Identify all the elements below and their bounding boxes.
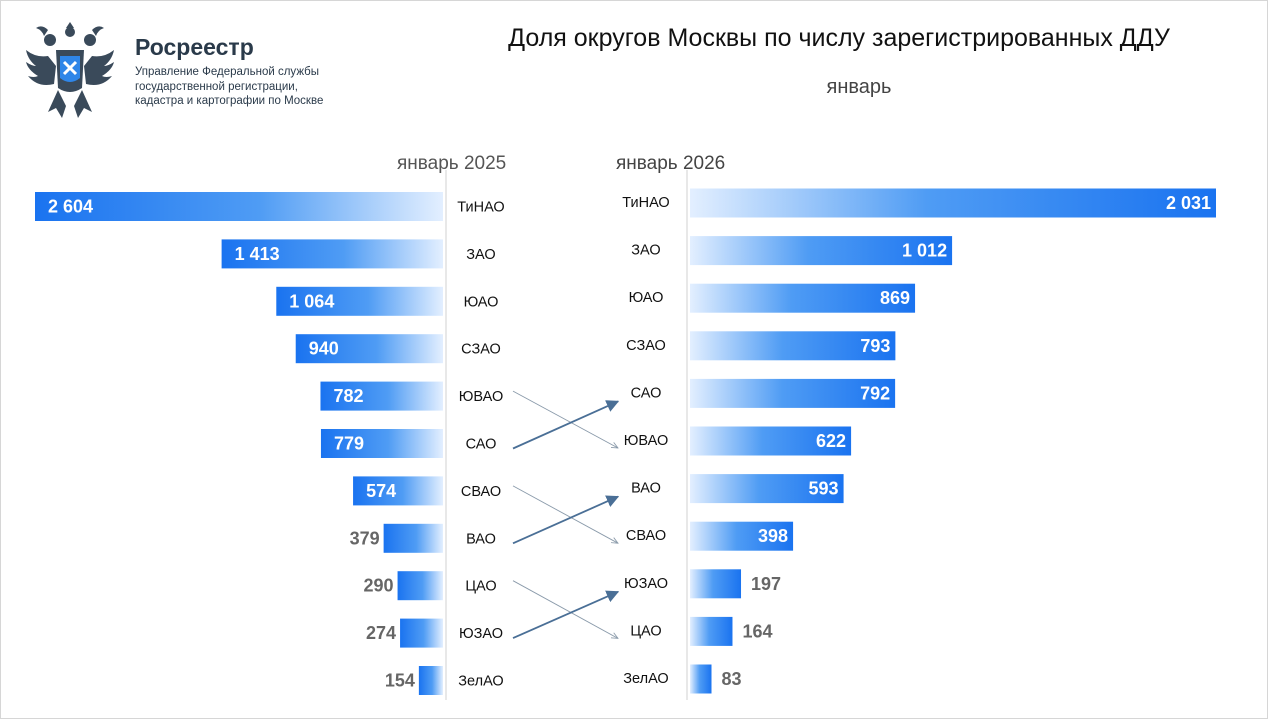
category-label-2025-САО: САО xyxy=(466,437,497,453)
value-label-2026-ЮАО: 869 xyxy=(880,288,910,308)
rank-arrow-ВАО xyxy=(512,495,620,545)
category-label-2025-ЮВАО: ЮВАО xyxy=(459,389,503,405)
bar-2025-СЗАО xyxy=(295,334,443,364)
value-label-2025-ЗелАО: 154 xyxy=(385,671,415,691)
value-label-2025-ЮВАО: 782 xyxy=(333,386,363,406)
bar-2026-ЮВАО xyxy=(690,426,852,456)
bar-2026-СВАО xyxy=(690,521,794,551)
bar-2025-СВАО xyxy=(353,476,443,506)
category-label-2026-ЗАО: ЗАО xyxy=(631,243,660,259)
value-label-2025-СВАО: 574 xyxy=(366,481,396,501)
value-label-2026-СВАО: 398 xyxy=(758,526,788,546)
period-label-2025: январь 2025 xyxy=(397,153,507,174)
bar-2026-СЗАО xyxy=(690,331,896,361)
value-label-2025-ЗАО: 1 413 xyxy=(235,244,280,264)
rank-arrow-ЮВАО xyxy=(512,390,618,448)
value-label-2026-ЗАО: 1 012 xyxy=(902,241,947,261)
bar-2025-ВАО xyxy=(383,523,443,553)
category-label-2026-ТиНАО: ТиНАО xyxy=(622,195,669,211)
category-label-2025-ТиНАО: ТиНАО xyxy=(457,200,504,216)
bar-2026-ТиНАО xyxy=(690,188,1216,218)
category-label-2026-ЗелАО: ЗелАО xyxy=(623,671,668,687)
value-label-2025-ВАО: 379 xyxy=(350,528,380,548)
value-label-2025-СЗАО: 940 xyxy=(309,339,339,359)
org-line-2: государственной регистрации, xyxy=(135,80,298,93)
value-label-2026-ЮЗАО: 197 xyxy=(751,574,781,594)
chart-subtitle: январь xyxy=(826,76,892,98)
value-label-2026-ВАО: 593 xyxy=(809,479,839,499)
bar-2026-ЗелАО xyxy=(690,664,712,694)
value-label-2026-САО: 792 xyxy=(860,383,890,403)
category-label-2025-ЦАО: ЦАО xyxy=(465,579,496,595)
rank-arrow-ЦАО xyxy=(512,580,618,639)
value-label-2026-ЗелАО: 83 xyxy=(721,669,741,689)
value-label-2026-ЦАО: 164 xyxy=(742,621,772,641)
bar-2025-САО xyxy=(320,429,443,458)
value-label-2025-ЮЗАО: 274 xyxy=(366,623,396,643)
category-label-2026-ЦАО: ЦАО xyxy=(630,623,661,639)
category-label-2026-САО: САО xyxy=(631,385,662,401)
category-label-2026-ЮАО: ЮАО xyxy=(629,290,664,306)
chart-title: Доля округов Москвы по числу зарегистрир… xyxy=(508,24,1170,52)
bar-2025-ЮАО xyxy=(276,286,443,316)
bar-2026-ЮАО xyxy=(690,283,916,313)
category-label-2026-ВАО: ВАО xyxy=(631,481,661,497)
value-label-2026-ЮВАО: 622 xyxy=(816,431,846,451)
value-label-2025-ЦАО: 290 xyxy=(364,576,394,596)
category-label-2026-ЮЗАО: ЮЗАО xyxy=(624,576,668,592)
bar-2026-САО xyxy=(690,378,896,408)
rank-arrow-САО xyxy=(512,400,620,450)
category-label-2025-ЗелАО: ЗелАО xyxy=(458,674,503,690)
category-label-2026-СЗАО: СЗАО xyxy=(626,338,666,354)
value-label-2026-ТиНАО: 2 031 xyxy=(1166,193,1211,213)
value-label-2025-ЮАО: 1 064 xyxy=(289,291,334,311)
category-label-2026-СВАО: СВАО xyxy=(626,528,666,544)
value-label-2025-ТиНАО: 2 604 xyxy=(48,197,93,217)
bar-2026-ЦАО xyxy=(690,616,733,646)
category-label-2026-ЮВАО: ЮВАО xyxy=(624,433,668,449)
bar-2025-ЮЗАО xyxy=(400,618,443,648)
category-label-2025-ЗАО: ЗАО xyxy=(466,247,495,263)
category-label-2025-СВАО: СВАО xyxy=(461,484,501,500)
bar-2025-ЮВАО xyxy=(320,381,443,411)
rank-arrow-ЮЗАО xyxy=(512,590,620,639)
organization-name: Управление Федеральной службы государств… xyxy=(135,65,323,109)
bar-2025-ТиНАО xyxy=(35,192,443,221)
bar-2025-ЦАО xyxy=(397,571,443,601)
bar-2025-ЗелАО xyxy=(418,666,443,695)
rosreestr-eagle-icon xyxy=(26,22,114,118)
bar-2026-ЮЗАО xyxy=(690,569,742,599)
category-label-2025-СЗАО: СЗАО xyxy=(461,342,501,358)
brand-name: Росреестр xyxy=(135,34,254,60)
category-label-2025-ЮЗАО: ЮЗАО xyxy=(459,626,503,642)
value-label-2025-САО: 779 xyxy=(334,434,364,454)
category-label-2025-ЮАО: ЮАО xyxy=(464,294,499,310)
org-line-3: кадастра и картографии по Москве xyxy=(135,95,324,108)
bar-2026-ЗАО xyxy=(690,236,953,266)
org-line-1: Управление Федеральной службы xyxy=(135,66,319,78)
period-label-2026: январь 2026 xyxy=(616,153,726,174)
category-label-2025-ВАО: ВАО xyxy=(466,531,496,547)
bar-2026-ВАО xyxy=(690,474,844,504)
bar-2025-ЗАО xyxy=(221,239,443,269)
value-label-2026-СЗАО: 793 xyxy=(860,336,890,356)
rank-arrow-СВАО xyxy=(512,485,618,543)
